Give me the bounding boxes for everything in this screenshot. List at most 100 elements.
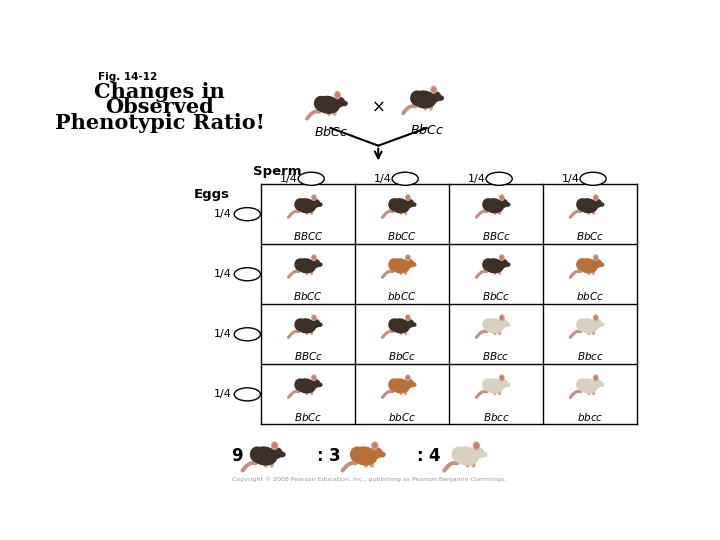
Ellipse shape (505, 322, 510, 327)
Text: $\mathit{BBCc}$: $\mathit{BBCc}$ (482, 231, 510, 242)
Text: Bc: Bc (240, 329, 255, 339)
Ellipse shape (474, 443, 479, 449)
Ellipse shape (404, 379, 414, 388)
Ellipse shape (499, 254, 505, 261)
Ellipse shape (406, 375, 410, 380)
Ellipse shape (317, 202, 323, 207)
Ellipse shape (390, 198, 410, 213)
Ellipse shape (472, 462, 476, 468)
Text: 9: 9 (230, 447, 243, 465)
Ellipse shape (587, 330, 590, 335)
Text: Sperm: Sperm (253, 165, 302, 178)
Ellipse shape (412, 90, 436, 109)
Ellipse shape (592, 259, 602, 268)
Ellipse shape (482, 198, 494, 211)
Ellipse shape (598, 262, 604, 267)
Text: :: : (415, 447, 423, 465)
Ellipse shape (271, 441, 279, 450)
Ellipse shape (399, 271, 402, 275)
Ellipse shape (404, 271, 408, 275)
Ellipse shape (369, 447, 383, 459)
Ellipse shape (498, 330, 501, 335)
Ellipse shape (576, 198, 588, 211)
Ellipse shape (493, 271, 497, 275)
Ellipse shape (429, 91, 441, 102)
Ellipse shape (498, 379, 508, 388)
Ellipse shape (390, 258, 410, 273)
Ellipse shape (371, 441, 379, 450)
Ellipse shape (311, 314, 317, 321)
Ellipse shape (483, 198, 504, 213)
Ellipse shape (404, 259, 414, 268)
Ellipse shape (493, 211, 497, 215)
Ellipse shape (336, 92, 340, 98)
Text: BC: BC (303, 174, 320, 184)
Text: $\mathit{BbCc}$: $\mathit{BbCc}$ (313, 125, 348, 139)
Text: 1/4: 1/4 (279, 174, 297, 184)
Text: $\mathit{BbCC}$: $\mathit{BbCC}$ (293, 291, 323, 302)
Ellipse shape (405, 254, 411, 261)
Text: bC: bC (239, 269, 256, 279)
Ellipse shape (315, 96, 340, 114)
Text: 1/4: 1/4 (562, 174, 579, 184)
Ellipse shape (234, 328, 261, 341)
Ellipse shape (587, 390, 590, 395)
Ellipse shape (500, 255, 503, 260)
Text: $\mathit{BbCc}$: $\mathit{BbCc}$ (388, 350, 416, 362)
Ellipse shape (404, 199, 414, 208)
Ellipse shape (498, 259, 508, 268)
Text: :: : (315, 447, 323, 465)
Ellipse shape (505, 202, 510, 207)
Text: 3: 3 (328, 447, 340, 465)
Ellipse shape (592, 199, 602, 208)
Ellipse shape (399, 390, 402, 395)
Ellipse shape (388, 318, 400, 331)
Ellipse shape (577, 198, 598, 213)
Ellipse shape (333, 110, 337, 116)
Text: 1/4: 1/4 (214, 269, 232, 279)
Ellipse shape (493, 330, 497, 335)
Ellipse shape (390, 318, 410, 333)
Ellipse shape (312, 375, 315, 380)
Ellipse shape (593, 374, 598, 381)
Ellipse shape (295, 318, 316, 333)
Ellipse shape (250, 447, 264, 463)
Text: 1/4: 1/4 (374, 174, 392, 184)
Ellipse shape (499, 374, 505, 381)
Ellipse shape (314, 96, 328, 111)
Ellipse shape (404, 390, 408, 395)
Text: $\mathit{Bbcc}$: $\mathit{Bbcc}$ (577, 350, 603, 362)
Ellipse shape (577, 379, 598, 394)
Text: Copyright © 2008 Pearson Education, Inc., publishing as Pearson Benjamin Cumming: Copyright © 2008 Pearson Education, Inc.… (232, 476, 506, 482)
Ellipse shape (593, 254, 598, 261)
Ellipse shape (498, 390, 501, 395)
Ellipse shape (234, 208, 261, 221)
Ellipse shape (350, 447, 364, 463)
Ellipse shape (295, 198, 316, 213)
Ellipse shape (305, 211, 309, 215)
Ellipse shape (295, 379, 316, 394)
Ellipse shape (592, 390, 595, 395)
Ellipse shape (269, 462, 274, 468)
Ellipse shape (298, 172, 324, 185)
Ellipse shape (593, 314, 598, 321)
Ellipse shape (310, 390, 313, 395)
Ellipse shape (311, 194, 317, 201)
Ellipse shape (317, 322, 323, 327)
Text: $\mathit{BBCC}$: $\mathit{BBCC}$ (293, 231, 323, 242)
Ellipse shape (404, 330, 408, 335)
Ellipse shape (498, 319, 508, 328)
Ellipse shape (592, 319, 602, 328)
Text: Changes in: Changes in (94, 82, 225, 102)
Text: Fig. 14-12: Fig. 14-12 (98, 72, 157, 83)
Ellipse shape (310, 259, 320, 268)
Ellipse shape (310, 211, 313, 215)
Ellipse shape (294, 258, 306, 271)
Ellipse shape (498, 211, 501, 215)
Ellipse shape (333, 97, 345, 107)
Text: 1/4: 1/4 (467, 174, 485, 184)
Ellipse shape (406, 315, 410, 320)
Text: ×: × (372, 98, 385, 116)
Text: Eggs: Eggs (194, 188, 230, 201)
Text: Phenotypic Ratio!: Phenotypic Ratio! (55, 112, 264, 132)
